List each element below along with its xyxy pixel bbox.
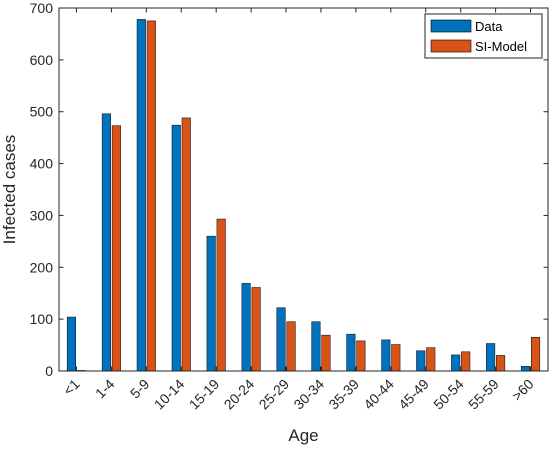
bar-data-1 [66,316,77,372]
y-tick-label: 200 [30,259,54,275]
bars-group [66,19,541,372]
bar-si-model-6 [251,287,261,372]
bar-data-5 [206,235,216,372]
bar-si-model-5 [216,218,226,372]
x-tick-label: 25-29 [256,376,293,413]
bar-data-11 [416,350,426,372]
bar-si-model-11 [426,347,436,372]
legend: Data SI-Model [424,13,543,59]
legend-swatch-data [430,19,472,33]
y-axis-ticks: 0 100 200 300 400 500 600 700 [30,0,548,379]
y-tick-label: 300 [30,207,54,223]
y-tick-label: 500 [30,104,54,120]
bar-data-6 [241,283,251,372]
x-tick-label: <1 [60,376,83,399]
y-tick-label: 400 [30,156,54,172]
bar-data-10 [381,339,391,372]
x-tick-label: 5-9 [127,376,153,402]
legend-swatch-si-model [430,39,472,53]
x-tick-label: 40-44 [360,376,397,413]
bar-si-model-10 [391,344,401,372]
bar-si-model-4 [181,117,191,372]
legend-label-si-model: SI-Model [475,39,527,54]
bar-si-model-13 [496,355,506,372]
bar-data-7 [276,307,286,372]
y-tick-label: 700 [30,0,54,16]
bar-si-model-8 [321,334,331,372]
x-tick-label: 55-59 [465,376,502,413]
y-tick-label: 600 [30,52,54,68]
x-tick-label: 15-19 [186,376,223,413]
bar-data-14 [520,366,531,372]
plot-area [59,8,548,371]
bar-si-model-7 [286,321,296,372]
y-tick-label: 100 [30,311,54,327]
x-tick-label: 45-49 [395,376,432,413]
x-tick-label: 30-34 [290,376,327,413]
bar-data-12 [451,354,461,372]
bar-data-2 [101,113,111,372]
bar-data-8 [311,321,321,372]
bar-data-3 [136,19,146,372]
plot-frame [58,7,549,372]
x-tick-label: 50-54 [430,376,467,413]
y-tick-label: 0 [45,363,53,379]
bar-si-model-9 [356,340,366,372]
bar-data-9 [346,333,356,372]
x-axis-label: Age [288,426,318,445]
x-tick-label: 10-14 [151,376,188,413]
bar-si-model-12 [461,351,471,372]
bar-si-model-3 [146,20,156,372]
bar-data-13 [486,343,496,372]
bar-si-model-14 [530,336,541,372]
x-tick-label: 35-39 [325,376,362,413]
y-axis-label: Infected cases [0,135,19,245]
bar-si-model-2 [111,125,121,372]
x-tick-label: 1-4 [92,376,118,402]
x-tick-label: 20-24 [221,376,258,413]
x-tick-label: >60 [509,376,537,404]
bar-data-4 [171,124,181,372]
legend-label-data: Data [475,19,503,34]
